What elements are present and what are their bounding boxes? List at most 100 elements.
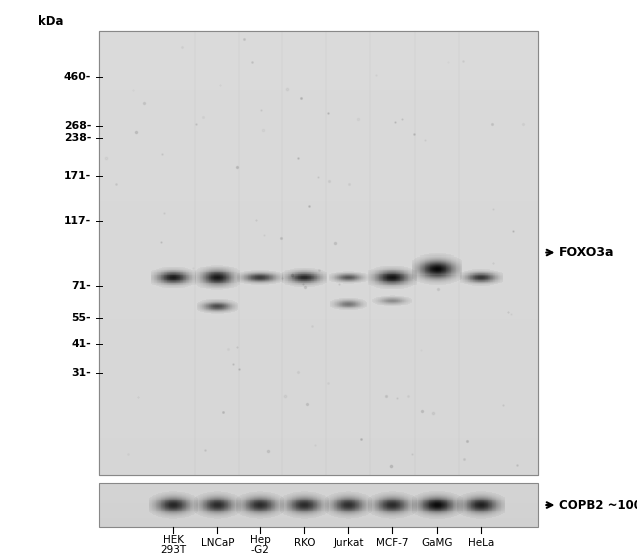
Bar [368, 502, 369, 503]
Bar [292, 501, 293, 502]
Bar [175, 272, 176, 273]
Bar [271, 508, 272, 509]
Bar [355, 502, 356, 503]
Bar [367, 496, 368, 497]
Bar [458, 270, 459, 271]
Bar [381, 270, 382, 271]
Bar [399, 502, 401, 503]
Bar [225, 516, 226, 517]
Bar [204, 275, 205, 276]
Bar [302, 507, 303, 508]
Bar [424, 271, 425, 273]
Bar [396, 498, 397, 500]
Bar [181, 283, 182, 284]
Bar [99, 127, 538, 134]
Bar [172, 505, 173, 506]
Bar [447, 504, 448, 505]
Bar [392, 500, 393, 501]
Bar [303, 514, 304, 515]
Bar [240, 509, 241, 511]
Bar [180, 500, 181, 501]
Bar [445, 513, 446, 514]
Bar [473, 505, 474, 506]
Bar [397, 496, 398, 497]
Bar [336, 516, 337, 517]
Bar [427, 497, 428, 498]
Bar [463, 495, 464, 496]
Bar [371, 497, 372, 498]
Bar [385, 493, 386, 494]
Bar [189, 500, 190, 501]
Bar [489, 274, 490, 275]
Bar [328, 496, 329, 497]
Bar [294, 517, 295, 518]
Bar [372, 276, 373, 277]
Bar [374, 501, 375, 502]
Bar [168, 511, 169, 512]
Bar [478, 284, 479, 285]
Bar [221, 271, 222, 273]
Bar [397, 272, 398, 273]
Bar [304, 502, 305, 503]
Bar [494, 500, 495, 501]
Bar [271, 496, 272, 497]
Bar [439, 261, 440, 262]
Bar [455, 259, 456, 260]
Bar [213, 493, 214, 494]
Bar [412, 278, 413, 279]
Bar [308, 286, 309, 287]
Bar [403, 500, 404, 501]
Bar [415, 274, 416, 275]
Bar [385, 496, 386, 497]
Bar [496, 282, 497, 283]
Bar [393, 285, 394, 286]
Bar [182, 516, 183, 517]
Bar [293, 495, 294, 496]
Bar [273, 515, 274, 516]
Bar [237, 512, 238, 513]
Bar [485, 514, 486, 515]
Bar [466, 506, 468, 507]
Bar [428, 266, 429, 267]
Bar [342, 517, 343, 518]
Bar [359, 497, 360, 498]
Bar [320, 498, 322, 500]
Bar [182, 279, 183, 280]
Bar [466, 498, 468, 500]
Bar [303, 494, 304, 495]
Bar [179, 498, 180, 500]
Bar [457, 506, 458, 507]
Bar [319, 494, 320, 495]
Bar [154, 513, 155, 514]
Bar [472, 285, 473, 286]
Bar [458, 507, 459, 508]
Bar [224, 517, 225, 518]
Bar [215, 279, 216, 280]
Bar [252, 492, 253, 493]
Bar [218, 517, 219, 518]
Bar [198, 511, 199, 512]
Bar [248, 517, 250, 518]
Bar [311, 512, 313, 513]
Bar [504, 505, 505, 506]
Bar [256, 515, 257, 516]
Bar [195, 508, 196, 509]
Bar [444, 283, 445, 284]
Bar [434, 503, 436, 504]
Bar [240, 513, 241, 514]
Bar [228, 500, 229, 501]
Bar [385, 273, 386, 274]
Bar [352, 492, 353, 493]
Bar [406, 516, 407, 517]
Bar [336, 503, 337, 504]
Bar [373, 270, 374, 271]
Bar [213, 494, 214, 495]
Bar [370, 504, 371, 505]
Bar [211, 268, 212, 269]
Bar [394, 272, 395, 273]
Bar [407, 277, 408, 278]
Bar [385, 268, 386, 269]
Bar [373, 503, 374, 504]
Bar [204, 276, 205, 278]
Bar [295, 507, 296, 508]
